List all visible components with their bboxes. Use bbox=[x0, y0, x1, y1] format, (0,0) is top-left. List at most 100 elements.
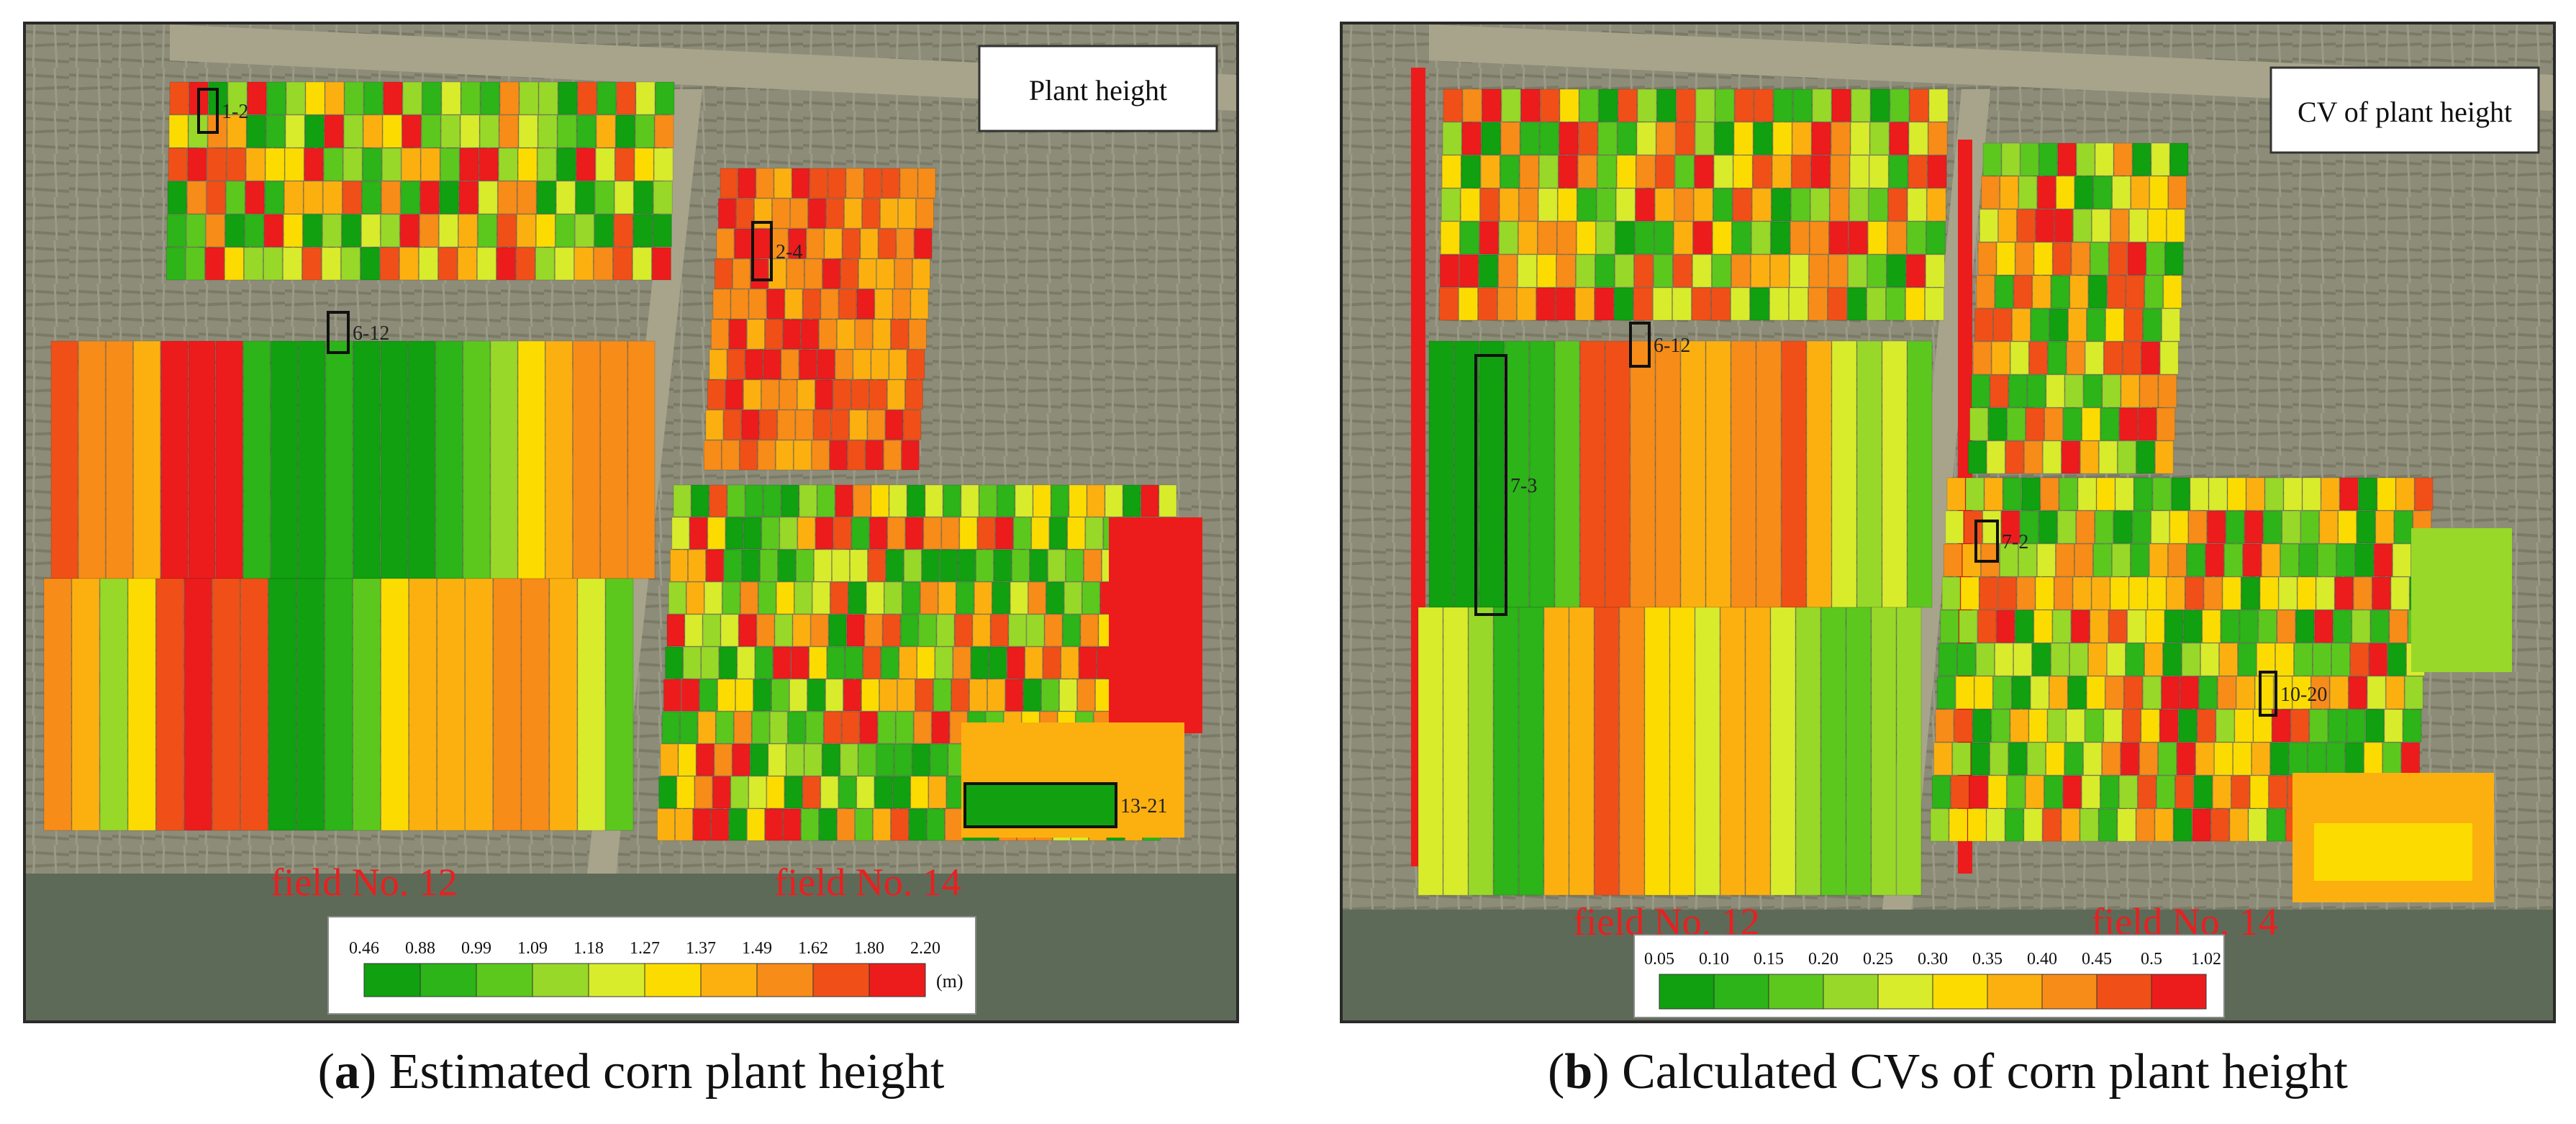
plot-cell bbox=[1972, 341, 1992, 375]
plot-cell bbox=[2351, 609, 2371, 643]
plot-cell bbox=[1828, 221, 1849, 255]
plot-cell bbox=[693, 808, 711, 841]
plot-cell bbox=[1811, 122, 1831, 155]
plot-cell bbox=[764, 319, 783, 350]
plot-strip bbox=[324, 578, 353, 831]
plot-cell bbox=[224, 247, 244, 281]
plot-cell bbox=[856, 289, 875, 319]
plot-cell bbox=[1500, 155, 1520, 189]
plot-cell bbox=[746, 319, 765, 350]
plot-cell bbox=[1459, 254, 1479, 288]
plot-cell bbox=[946, 776, 965, 809]
plot-cell bbox=[935, 646, 953, 679]
plot-cell bbox=[1969, 407, 1989, 441]
plot-cell bbox=[1710, 287, 1731, 321]
plot-strip bbox=[437, 578, 466, 831]
plot-cell bbox=[2326, 742, 2346, 776]
plot-cell bbox=[2093, 176, 2113, 209]
plot-cell bbox=[2108, 609, 2128, 643]
plot-cell bbox=[1926, 188, 1946, 222]
plot-cell bbox=[2283, 477, 2303, 511]
plot-cell bbox=[2251, 742, 2271, 776]
plot-cell bbox=[517, 148, 538, 181]
plot-cell bbox=[1866, 287, 1886, 321]
plot-cell bbox=[1931, 775, 1951, 809]
plot-cell bbox=[245, 148, 266, 181]
plot-cell bbox=[836, 319, 855, 350]
plot-cell bbox=[2049, 676, 2068, 710]
plot-cell bbox=[1997, 576, 2017, 610]
plot-cell bbox=[2166, 209, 2185, 243]
plot-cell bbox=[714, 258, 733, 289]
plot-cell bbox=[1578, 122, 1598, 155]
plot-cell bbox=[476, 247, 496, 281]
plot-cell bbox=[886, 379, 905, 410]
plot-cell bbox=[1984, 477, 2003, 511]
plot-cell bbox=[1595, 254, 1615, 288]
plot-cell bbox=[1713, 155, 1733, 189]
plot-cell bbox=[2115, 477, 2134, 511]
plot-cell bbox=[2016, 576, 2036, 610]
plot-cell bbox=[363, 114, 383, 148]
plot-cell bbox=[2186, 543, 2205, 577]
plot-cell bbox=[814, 549, 832, 582]
plot-cell bbox=[2083, 742, 2103, 776]
plot-cell bbox=[1595, 221, 1615, 255]
plot-cell bbox=[2055, 543, 2074, 577]
plot-cell bbox=[263, 247, 283, 281]
plot-cell bbox=[1960, 576, 1979, 610]
plot-cell bbox=[784, 289, 803, 319]
plot-cell bbox=[2375, 510, 2395, 544]
plot-cell bbox=[1986, 808, 2005, 842]
plot-cell bbox=[243, 247, 263, 281]
plot-strip bbox=[240, 578, 268, 831]
plot-cell bbox=[1461, 155, 1481, 189]
plot-cell bbox=[2076, 510, 2095, 544]
plot-cell bbox=[2414, 477, 2434, 511]
plot-cell bbox=[1654, 188, 1674, 222]
plot-cell bbox=[2202, 609, 2221, 643]
plot-cell bbox=[2261, 543, 2280, 577]
plot-marker: 6-12 bbox=[327, 311, 389, 354]
plot-cell bbox=[727, 349, 745, 380]
plot-cell bbox=[724, 549, 742, 582]
plot-cell bbox=[797, 379, 815, 410]
plot-marker-box bbox=[751, 221, 773, 281]
plot-cell bbox=[1635, 188, 1655, 222]
plot-cell bbox=[1905, 287, 1925, 321]
plot-cell bbox=[1977, 609, 1997, 643]
plot-cell bbox=[1481, 122, 1501, 155]
legend-swatches bbox=[363, 963, 926, 997]
plot-cell bbox=[2063, 407, 2082, 441]
plot-cell bbox=[2146, 609, 2165, 643]
plot-cell bbox=[2005, 440, 2024, 474]
plot-cell bbox=[938, 581, 956, 615]
plot-cell bbox=[774, 614, 793, 647]
plot-cell bbox=[1789, 254, 1809, 288]
plot-cell bbox=[400, 181, 420, 214]
legend-swatch bbox=[532, 963, 589, 997]
plot-cell bbox=[2158, 742, 2177, 776]
plot-cell bbox=[759, 409, 778, 440]
plot-cell bbox=[2385, 676, 2405, 710]
plot-cell bbox=[1905, 254, 1926, 288]
plot-cell bbox=[733, 711, 752, 744]
plot-cell bbox=[2126, 275, 2145, 309]
plot-cell bbox=[1986, 440, 2005, 474]
plot-strip bbox=[160, 340, 189, 579]
plot-cell bbox=[420, 148, 440, 181]
plot-cell bbox=[912, 258, 930, 289]
plot-cell bbox=[498, 148, 518, 181]
plot-cell bbox=[557, 114, 577, 148]
plot-cell bbox=[1540, 89, 1560, 122]
plot-cell bbox=[730, 776, 749, 809]
plot-cell bbox=[363, 81, 384, 115]
plot-strip bbox=[549, 578, 578, 831]
plot-cell bbox=[1850, 122, 1870, 155]
plot-cell bbox=[419, 214, 439, 248]
legend-swatch bbox=[700, 963, 758, 997]
plot-strip bbox=[71, 578, 100, 831]
plot-cell bbox=[2192, 808, 2211, 842]
plot-cell bbox=[2151, 142, 2170, 176]
plot-cell bbox=[2127, 242, 2146, 276]
